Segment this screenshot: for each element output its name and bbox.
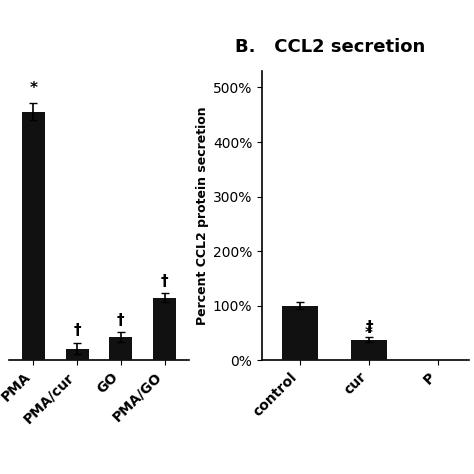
Bar <box>109 337 132 360</box>
Text: *: * <box>365 326 373 341</box>
Text: †: † <box>117 313 125 328</box>
Text: *: * <box>29 81 37 96</box>
Text: †: † <box>365 319 373 335</box>
Text: †: † <box>73 323 81 338</box>
Bar <box>153 298 176 360</box>
Bar <box>351 339 387 360</box>
Text: B.   CCL2 secretion: B. CCL2 secretion <box>235 38 425 56</box>
Bar <box>282 306 318 360</box>
Bar <box>66 349 89 360</box>
Y-axis label: Percent CCL2 protein secretion: Percent CCL2 protein secretion <box>196 106 209 325</box>
Bar <box>22 111 45 360</box>
Text: †: † <box>161 273 168 289</box>
